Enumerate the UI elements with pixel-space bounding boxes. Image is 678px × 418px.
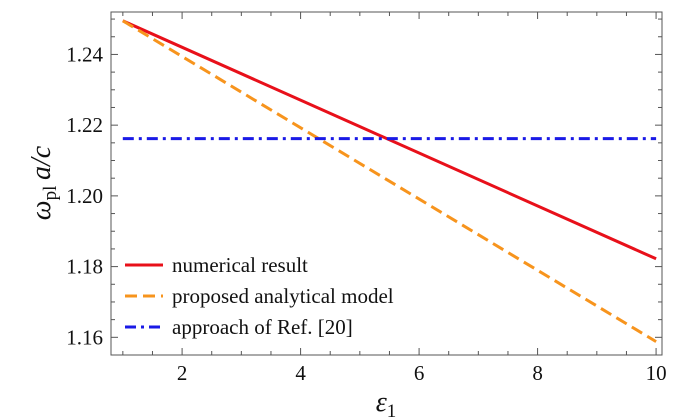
x-tick-label: 8	[532, 361, 543, 385]
y-axis-symbol: ω	[26, 200, 57, 220]
x-axis-subscript: 1	[387, 401, 397, 418]
series-layer	[122, 19, 657, 343]
y-axis-subscript: pl	[40, 186, 61, 201]
y-tick-label: 1.20	[66, 184, 103, 208]
y-tick-label: 1.22	[66, 113, 103, 137]
plot-frame	[110, 11, 663, 356]
y-axis-rest: a/c	[26, 145, 57, 185]
x-tick-label: 10	[646, 361, 667, 385]
y-tick-label: 1.24	[66, 42, 103, 66]
legend-label-1: numerical result	[172, 253, 308, 277]
legend-label-3: approach of Ref. [20]	[172, 315, 353, 339]
x-tick-label: 6	[414, 361, 425, 385]
legend: numerical result proposed analytical mode…	[125, 253, 394, 339]
x-tick-label: 2	[177, 361, 188, 385]
x-axis-symbol: ε	[376, 387, 387, 418]
legend-label-2: proposed analytical model	[172, 284, 394, 308]
series-line-2	[122, 19, 657, 343]
y-tick-label: 1.16	[66, 325, 103, 349]
x-tick-label: 4	[295, 361, 306, 385]
y-axis-title: ωpl a/c	[26, 145, 61, 220]
ticks-layer: 2 4 6 8 10 1.16 1.18 1.20 1.22 1.24	[66, 12, 667, 385]
y-tick-label: 1.18	[66, 255, 103, 279]
x-axis-title: ε1	[376, 387, 397, 418]
